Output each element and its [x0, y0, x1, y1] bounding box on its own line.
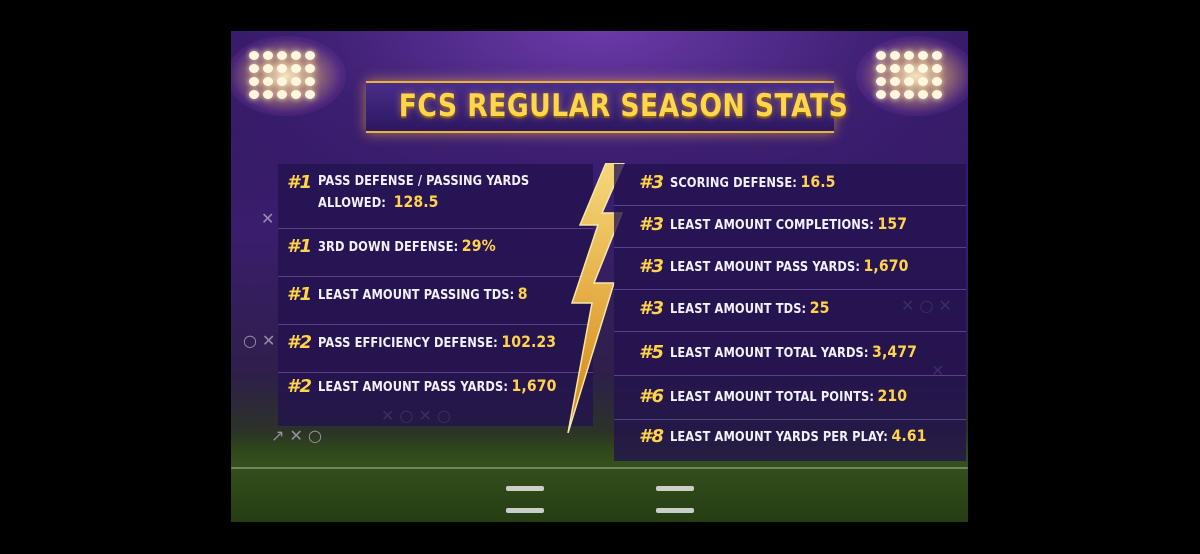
stat-rank: #3 — [638, 298, 664, 319]
stat-label: LEAST AMOUNT TOTAL YARDS: 3,477 — [670, 342, 918, 361]
stat-label: 3RD DOWN DEFENSE: 29% — [318, 236, 496, 255]
stat-rank: #3 — [638, 172, 664, 193]
stat-value: 128.5 — [393, 192, 439, 211]
stat-row: #5 LEAST AMOUNT TOTAL YARDS: 3,477 — [614, 342, 966, 376]
stat-row: #3 SCORING DEFENSE: 16.5 — [614, 172, 966, 206]
stats-graphic: ✕ ○ ✕ ✕ ○ ✕ ○ ↗ ✕ ○ ✕ ○ ✕ ✕ FCS REGULAR … — [231, 31, 968, 522]
stat-label: LEAST AMOUNT YARDS PER PLAY: 4.61 — [670, 426, 927, 445]
stat-row: #1 PASS DEFENSE / PASSING YARDS ALLOWED:… — [278, 172, 593, 229]
stat-label: LEAST AMOUNT TOTAL POINTS: 210 — [670, 386, 908, 405]
stat-rank: #2 — [286, 332, 312, 353]
stat-value: 8 — [517, 284, 528, 303]
stat-rank: #1 — [286, 284, 312, 305]
stat-rank: #3 — [638, 214, 664, 235]
stat-row: #3 LEAST AMOUNT COMPLETIONS: 157 — [614, 214, 966, 248]
left-stats-panel: #1 PASS DEFENSE / PASSING YARDS ALLOWED:… — [278, 164, 593, 426]
stat-row: #3 LEAST AMOUNT TDs: 25 — [614, 298, 966, 332]
stadium-light-left — [231, 36, 346, 116]
stat-label: LEAST AMOUNT TDs: 25 — [670, 298, 830, 317]
stat-value: 4.61 — [891, 426, 927, 445]
stat-rank: #3 — [638, 256, 664, 277]
play-diagram-o-icon: ○ ✕ — [243, 331, 276, 350]
stadium-light-right — [856, 36, 968, 116]
yard-marker — [656, 508, 694, 513]
stat-label: PASS EFFICIENCY DEFENSE: 102.23 — [318, 332, 557, 351]
stat-label: PASS DEFENSE / PASSING YARDS ALLOWED: 12… — [318, 174, 530, 211]
field-line — [231, 467, 968, 469]
stat-label: LEAST AMOUNT PASS YARDS: 1,670 — [318, 376, 557, 395]
stat-row: #1 LEAST AMOUNT PASSING TDs: 8 — [278, 284, 593, 325]
stat-label: LEAST AMOUNT PASS YARDS: 1,670 — [670, 256, 909, 275]
stat-value: 1,670 — [511, 376, 557, 395]
light-bulbs-left-icon — [249, 51, 315, 99]
stat-value: 1,670 — [863, 256, 909, 275]
stat-label: LEAST AMOUNT COMPLETIONS: 157 — [670, 214, 908, 233]
stat-value: 210 — [877, 386, 908, 405]
light-bulbs-right-icon — [876, 51, 942, 99]
page-title: FCS REGULAR SEASON STATS — [398, 88, 849, 124]
stat-row: #3 LEAST AMOUNT PASS YARDS: 1,670 — [614, 256, 966, 290]
yard-marker — [506, 486, 544, 491]
stat-label: LEAST AMOUNT PASSING TDs: 8 — [318, 284, 528, 303]
stat-row: #8 LEAST AMOUNT YARDS PER PLAY: 4.61 — [614, 426, 966, 459]
stat-rank: #5 — [638, 342, 664, 363]
stat-value: 16.5 — [800, 172, 836, 191]
stat-value: 102.23 — [501, 332, 557, 351]
stat-rank: #6 — [638, 386, 664, 407]
stat-rank: #2 — [286, 376, 312, 397]
title-banner: FCS REGULAR SEASON STATS — [366, 81, 849, 133]
yard-marker — [506, 508, 544, 513]
stat-value: 3,477 — [872, 342, 918, 361]
stat-value: 157 — [877, 214, 908, 233]
stat-value: 25 — [809, 298, 830, 317]
stat-rank: #1 — [286, 236, 312, 257]
play-diagram-arrow-icon: ↗ ✕ ○ — [271, 426, 322, 445]
stat-row: #2 PASS EFFICIENCY DEFENSE: 102.23 — [278, 332, 593, 373]
lightning-bolt-icon — [567, 163, 625, 433]
stat-rank: #8 — [638, 426, 664, 447]
stat-row: #6 LEAST AMOUNT TOTAL POINTS: 210 — [614, 386, 966, 420]
right-stats-panel: #3 SCORING DEFENSE: 16.5 #3 LEAST AMOUNT … — [614, 164, 966, 461]
stat-label: SCORING DEFENSE: 16.5 — [670, 172, 836, 191]
stat-row: #2 LEAST AMOUNT PASS YARDS: 1,670 — [278, 376, 593, 416]
yard-marker — [656, 486, 694, 491]
stat-row: #1 3RD DOWN DEFENSE: 29% — [278, 236, 593, 277]
play-diagram-x-icon: ✕ — [261, 209, 275, 228]
stat-rank: #1 — [286, 172, 312, 193]
stat-value: 29% — [461, 236, 496, 255]
